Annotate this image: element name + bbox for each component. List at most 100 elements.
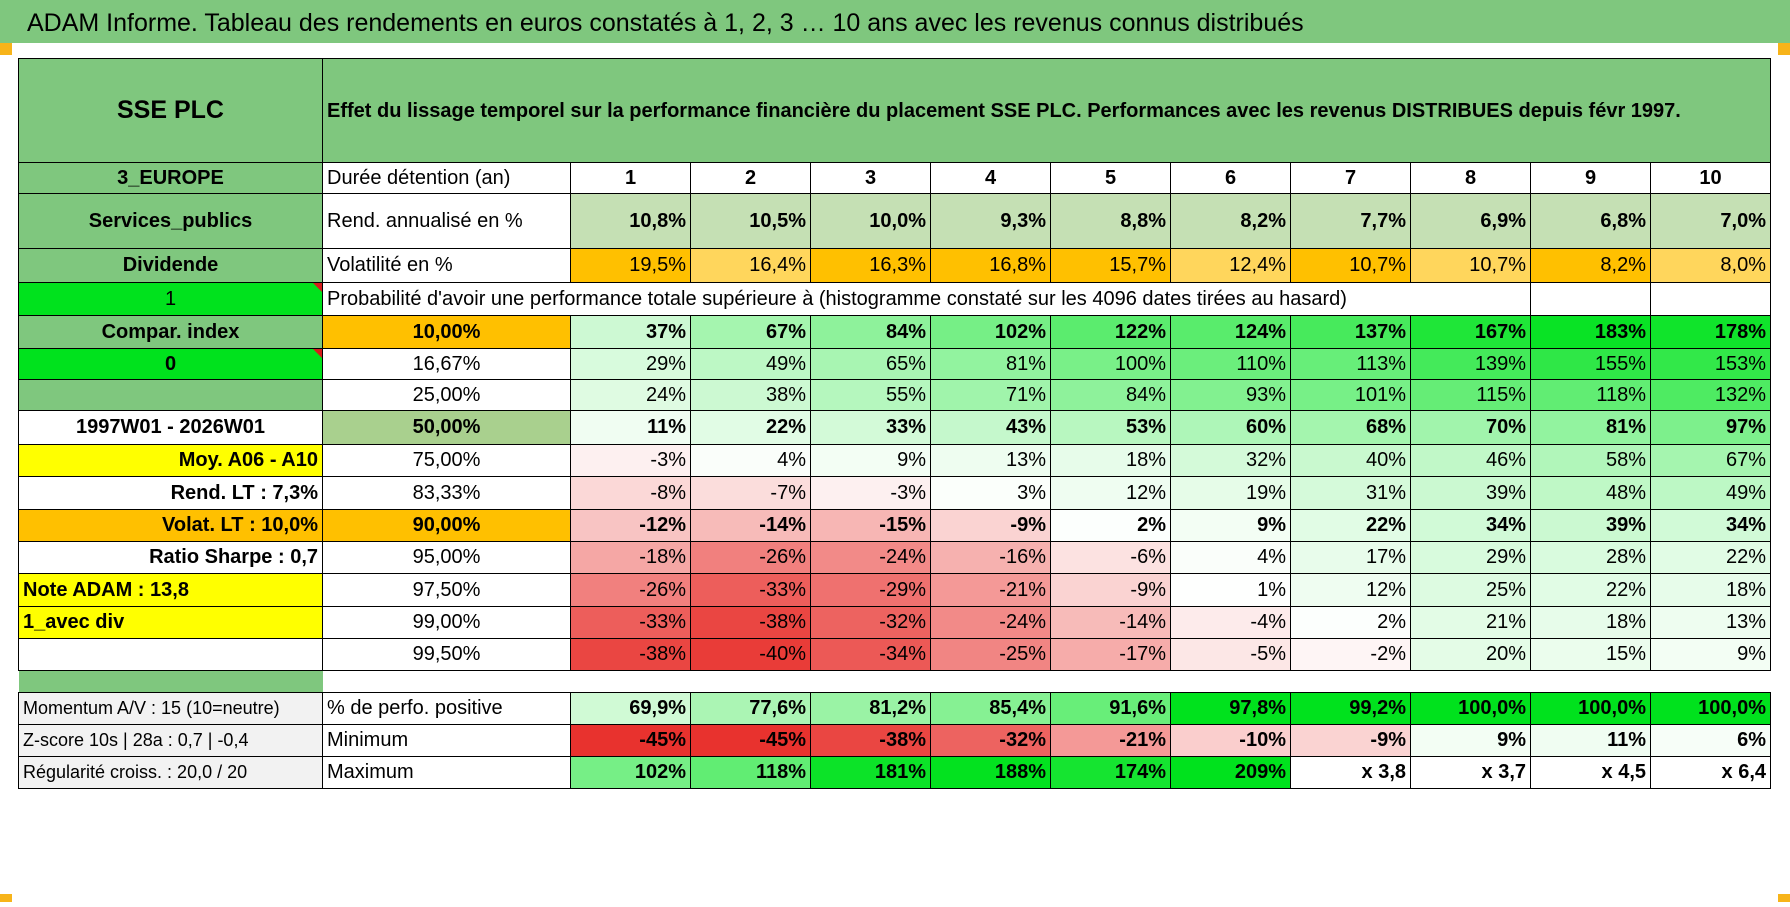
percentile-cell: 18% [1050, 444, 1171, 477]
percentile-row: 1_avec div 99,00% -33% -38% -32% -24% -14% -4% 2… [18, 606, 1771, 639]
rendement-cell: 10,5% [690, 193, 811, 249]
minimum-cell: -38% [810, 724, 931, 757]
year-header: 4 [930, 162, 1051, 194]
corner-marker [0, 43, 12, 55]
spacer-cell [571, 671, 691, 693]
percentile-label: 99,00% [322, 606, 571, 639]
percentile-cell: 34% [1650, 509, 1771, 542]
year-header: 5 [1050, 162, 1171, 194]
percentile-cell: 48% [1530, 476, 1651, 510]
percentile-cell: 67% [1650, 444, 1771, 477]
positive-cell: 69,9% [570, 692, 691, 725]
rendement-row: Services_publics Rend. annualisé en % 10,8… [18, 193, 1771, 249]
percentile-cell: 53% [1050, 410, 1171, 445]
volatility-cell: 10,7% [1410, 248, 1531, 283]
percentile-cell: -6% [1050, 541, 1171, 574]
percentile-cell: 9% [1170, 509, 1291, 542]
regularity-label: Régularité croiss. : 20,0 / 20 [18, 756, 323, 789]
corner-marker [0, 894, 12, 902]
percentile-cell: 2% [1050, 509, 1171, 542]
rendement-cell: 10,8% [570, 193, 691, 249]
percentile-cell: 4% [690, 444, 811, 477]
percentile-cell: 110% [1170, 348, 1291, 380]
spacer-cell [931, 671, 1051, 693]
percentile-row: 0 16,67% 29% 49% 65% 81% 100% 110% 113% 139% 155% 1… [18, 348, 1771, 380]
flag-1-cell: 1 [18, 282, 323, 316]
minimum-cell: -45% [570, 724, 691, 757]
maximum-cell: x 3,7 [1410, 756, 1531, 789]
percentile-row: Compar. index 10,00% 37% 67% 84% 102% 122% 124%… [18, 315, 1771, 349]
maximum-cell: 174% [1050, 756, 1171, 789]
percentile-cell: 9% [810, 444, 931, 477]
percentile-cell: 183% [1530, 315, 1651, 349]
percentile-cell: -24% [810, 541, 931, 574]
percentile-cell: 25% [1410, 573, 1531, 607]
percentile-cell: 49% [1650, 476, 1771, 510]
note-marker [313, 349, 322, 358]
note-marker [313, 283, 322, 292]
percentile-cell: -8% [570, 476, 691, 510]
positive-cell: 97,8% [1170, 692, 1291, 725]
percentile-cell: 81% [1530, 410, 1651, 445]
flag-0-cell: 0 [18, 348, 323, 380]
percentile-label: 75,00% [322, 444, 571, 477]
percentile-cell: -21% [930, 573, 1051, 607]
percentile-cell: -33% [690, 573, 811, 607]
percentile-cell: 2% [1290, 606, 1411, 639]
volatility-cell: 8,0% [1650, 248, 1771, 283]
momentum-label: Momentum A/V : 15 (10=neutre) [18, 692, 323, 725]
percentile-cell: 102% [930, 315, 1051, 349]
zscore-label: Z-score 10s | 28a : 0,7 | -0,4 [18, 724, 323, 757]
region-label: 3_EUROPE [18, 162, 323, 194]
corner-marker [1778, 43, 1790, 55]
percentile-row: 1997W01 - 2026W01 50,00% 11% 22% 33% 43% 53% 60… [18, 410, 1771, 445]
positive-cell: 77,6% [690, 692, 811, 725]
percentile-cell: 113% [1290, 348, 1411, 380]
percentile-cell: -40% [690, 638, 811, 671]
year-header: 1 [570, 162, 691, 194]
volatility-cell: 16,8% [930, 248, 1051, 283]
percentile-cell: 38% [690, 379, 811, 411]
percentile-label: 25,00% [322, 379, 571, 411]
maximum-cell: x 3,8 [1290, 756, 1411, 789]
spacer-green [18, 670, 323, 693]
moy-label: Moy. A06 - A10 [18, 444, 323, 477]
percentile-cell: 40% [1290, 444, 1411, 477]
percentile-cell: 70% [1410, 410, 1531, 445]
percentile-cell: 65% [810, 348, 931, 380]
corner-marker [1778, 894, 1790, 902]
volatility-cell: 16,3% [810, 248, 931, 283]
percentile-cell: -7% [690, 476, 811, 510]
rendement-cell: 6,8% [1530, 193, 1651, 249]
header-row: SSE PLC Effet du lissage temporel sur la … [18, 58, 1771, 163]
percentile-cell: 21% [1410, 606, 1531, 639]
percentile-label: 83,33% [322, 476, 571, 510]
percentile-cell: 101% [1290, 379, 1411, 411]
percentile-cell: 17% [1290, 541, 1411, 574]
rendement-cell: 9,3% [930, 193, 1051, 249]
percentile-cell: 93% [1170, 379, 1291, 411]
percentile-label: 50,00% [322, 410, 571, 445]
rendement-cell: 8,2% [1170, 193, 1291, 249]
positive-cell: 100,0% [1530, 692, 1651, 725]
percentile-cell: 3% [930, 476, 1051, 510]
percentile-cell: 4% [1170, 541, 1291, 574]
volatility-cell: 10,7% [1290, 248, 1411, 283]
percentile-cell: 15% [1530, 638, 1651, 671]
percentile-cell: 28% [1530, 541, 1651, 574]
percentile-cell: 1% [1170, 573, 1291, 607]
volatility-cell: 12,4% [1170, 248, 1291, 283]
percentile-cell: 100% [1050, 348, 1171, 380]
percentile-cell: 67% [690, 315, 811, 349]
rendement-cell: 7,0% [1650, 193, 1771, 249]
percentile-cell: 13% [1650, 606, 1771, 639]
rend-lt-label: Rend. LT : 7,3% [18, 476, 323, 510]
percentile-cell: 33% [810, 410, 931, 445]
percentile-cell: 84% [1050, 379, 1171, 411]
percentile-cell: 55% [810, 379, 931, 411]
percentile-cell: 32% [1170, 444, 1291, 477]
rendement-cell: 6,9% [1410, 193, 1531, 249]
percentile-cell: -12% [570, 509, 691, 542]
percentile-cell: 18% [1650, 573, 1771, 607]
percentile-cell: 124% [1170, 315, 1291, 349]
